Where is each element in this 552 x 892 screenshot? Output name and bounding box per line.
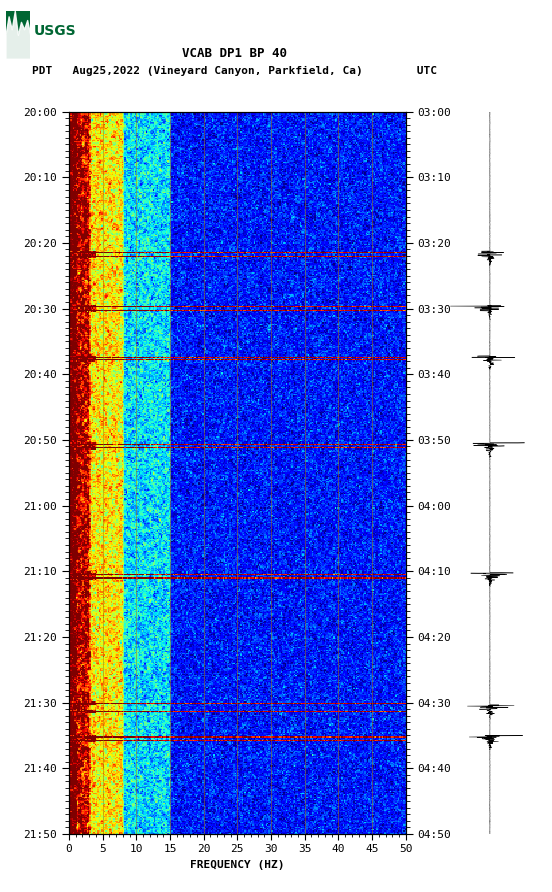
Text: PDT   Aug25,2022 (Vineyard Canyon, Parkfield, Ca)        UTC: PDT Aug25,2022 (Vineyard Canyon, Parkfie… bbox=[32, 66, 437, 77]
Text: USGS: USGS bbox=[33, 24, 76, 38]
FancyBboxPatch shape bbox=[6, 11, 30, 59]
X-axis label: FREQUENCY (HZ): FREQUENCY (HZ) bbox=[190, 860, 285, 870]
Text: VCAB DP1 BP 40: VCAB DP1 BP 40 bbox=[182, 47, 287, 60]
